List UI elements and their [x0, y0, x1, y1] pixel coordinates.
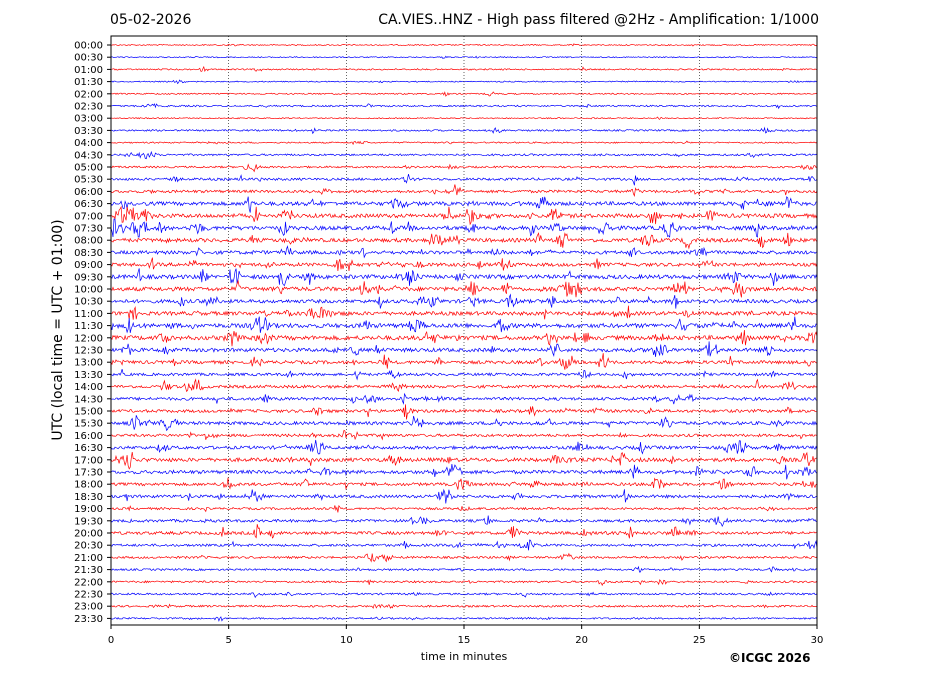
y-tick-label: 02:00: [74, 89, 103, 100]
y-tick-label: 12:00: [74, 333, 103, 344]
y-tick-label: 14:00: [74, 382, 103, 393]
trace-row: [110, 268, 818, 287]
y-tick-label: 01:00: [74, 65, 103, 76]
y-tick-label: 19:00: [74, 504, 103, 515]
y-tick-label: 20:00: [74, 529, 103, 540]
y-tick-label: 17:30: [74, 468, 103, 479]
y-tick-label: 14:30: [74, 394, 103, 405]
y-tick-label: 11:30: [74, 321, 103, 332]
y-tick-label: 13:00: [74, 358, 103, 369]
y-tick-label: 21:30: [74, 565, 103, 576]
y-axis-label: UTC (local time = UTC + 01:00): [50, 219, 66, 440]
x-tick-label: 15: [458, 635, 471, 646]
y-tick-label: 23:30: [74, 614, 103, 625]
y-tick-label: 11:00: [74, 309, 103, 320]
y-tick-label: 09:00: [74, 260, 103, 271]
trace-row: [110, 353, 818, 370]
trace-row: [110, 552, 818, 563]
y-tick-label: 19:30: [74, 516, 103, 527]
y-tick-label: 00:30: [74, 53, 103, 64]
grid-lines: [228, 36, 700, 625]
y-tick-label: 00:00: [74, 41, 103, 52]
chart-title: CA.VIES..HNZ - High pass filtered @2Hz -…: [378, 12, 819, 28]
trace-row: [110, 184, 818, 197]
y-tick-label: 01:30: [74, 77, 103, 88]
trace-row: [110, 126, 818, 135]
y-tick-label: 02:30: [74, 102, 103, 113]
x-tick-label: 25: [693, 635, 706, 646]
trace-row: [110, 579, 818, 587]
y-tick-label: 21:00: [74, 553, 103, 564]
trace-row: [110, 140, 818, 146]
x-tick-label: 10: [340, 635, 353, 646]
y-tick-label: 10:30: [74, 297, 103, 308]
y-tick-label: 22:00: [74, 577, 103, 588]
y-tick-label: 18:30: [74, 492, 103, 503]
trace-row: [110, 539, 818, 551]
y-tick-label: 15:00: [74, 407, 103, 418]
y-tick-label: 16:30: [74, 443, 103, 454]
y-tick-label: 13:30: [74, 370, 103, 381]
y-tick-label: 08:00: [74, 236, 103, 247]
y-tick-label: 04:00: [74, 138, 103, 149]
y-tick-label: 22:30: [74, 590, 103, 601]
y-tick-label: 05:30: [74, 175, 103, 186]
y-tick-label: 07:30: [74, 224, 103, 235]
x-axis-label: time in minutes: [421, 650, 508, 663]
y-tick-label: 06:00: [74, 187, 103, 198]
trace-row: [110, 330, 818, 347]
trace-row: [110, 369, 818, 381]
y-tick-label: 20:30: [74, 541, 103, 552]
trace-row: [110, 163, 818, 173]
y-tick-label: 15:30: [74, 419, 103, 430]
y-tick-label: 10:00: [74, 285, 103, 296]
y-tick-label: 18:00: [74, 480, 103, 491]
y-tick-label: 05:00: [74, 163, 103, 174]
y-tick-label: 06:30: [74, 199, 103, 210]
trace-row: [110, 150, 818, 160]
trace-row: [110, 91, 818, 97]
y-tick-label: 17:00: [74, 455, 103, 466]
x-tick-label: 0: [108, 635, 114, 646]
trace-row: [110, 451, 818, 470]
y-tick-label: 04:30: [74, 150, 103, 161]
trace-row: [110, 515, 818, 528]
date-label: 05-02-2026: [110, 12, 192, 28]
trace-row: [110, 524, 818, 539]
y-tick-label: 03:30: [74, 126, 103, 137]
trace-row: [110, 463, 818, 480]
x-tick-label: 5: [225, 635, 231, 646]
y-tick-label: 07:00: [74, 211, 103, 222]
y-tick-label: 03:00: [74, 114, 103, 125]
trace-row: [110, 205, 818, 226]
x-axis: 0 5 10 15 20 25 30: [108, 625, 824, 646]
y-tick-label: 09:30: [74, 272, 103, 283]
trace-row: [110, 504, 818, 513]
trace-row: [110, 565, 818, 573]
y-tick-label: 08:30: [74, 248, 103, 259]
trace-row: [110, 103, 818, 110]
y-tick-label: 16:00: [74, 431, 103, 442]
y-tick-label: 23:00: [74, 602, 103, 613]
y-tick-label: 12:30: [74, 346, 103, 357]
x-tick-label: 30: [811, 635, 824, 646]
copyright-label: ©ICGC 2026: [729, 651, 811, 665]
trace-row: [110, 174, 818, 186]
trace-row: [110, 603, 818, 609]
x-tick-label: 20: [575, 635, 588, 646]
